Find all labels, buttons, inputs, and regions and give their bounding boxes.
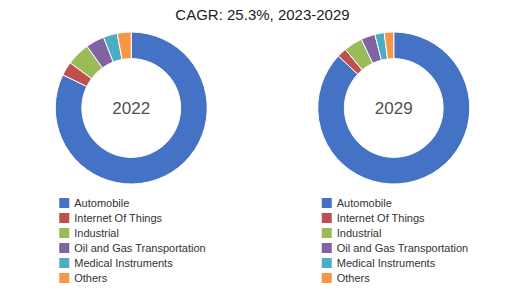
- donut: 2029: [318, 32, 470, 184]
- legend-label: Automobile: [74, 197, 129, 209]
- legend-swatch: [59, 243, 69, 253]
- legend-swatch: [322, 228, 332, 238]
- legend-label: Internet Of Things: [337, 212, 425, 224]
- legend-swatch: [59, 213, 69, 223]
- chart: CAGR: 25.3%, 2023-2029 2022 Automobile Inte…: [0, 0, 525, 305]
- center-label: 2029: [375, 99, 413, 118]
- legend-label: Others: [337, 272, 371, 284]
- legend-swatch: [322, 213, 332, 223]
- legend-swatch: [59, 273, 69, 283]
- donut-slice: [318, 32, 470, 184]
- legend: Automobile Internet Of Things Industrial Oi…: [322, 197, 468, 284]
- donut: 2022: [55, 32, 207, 184]
- legend-label: Oil and Gas Transportation: [337, 242, 468, 254]
- legend: Automobile Internet Of Things Industrial Oi…: [59, 197, 205, 284]
- center-label: 2022: [112, 99, 150, 118]
- legend-label: Industrial: [74, 227, 119, 239]
- legend-label: Internet Of Things: [74, 212, 162, 224]
- legend-swatch: [59, 198, 69, 208]
- donut-slice: [117, 32, 131, 59]
- legend-label: Oil and Gas Transportation: [74, 242, 205, 254]
- legend-label: Industrial: [337, 227, 382, 239]
- legend-swatch: [322, 273, 332, 283]
- title: CAGR: 25.3%, 2023-2029: [175, 6, 349, 23]
- donut-slice: [384, 32, 394, 59]
- legend-swatch: [322, 258, 332, 268]
- donut-slice: [55, 32, 207, 184]
- legend-label: Automobile: [337, 197, 392, 209]
- legend-label: Medical Instruments: [74, 257, 173, 269]
- legend-swatch: [322, 243, 332, 253]
- legend-swatch: [322, 198, 332, 208]
- legend-label: Others: [74, 272, 108, 284]
- legend-swatch: [59, 258, 69, 268]
- legend-label: Medical Instruments: [337, 257, 436, 269]
- legend-swatch: [59, 228, 69, 238]
